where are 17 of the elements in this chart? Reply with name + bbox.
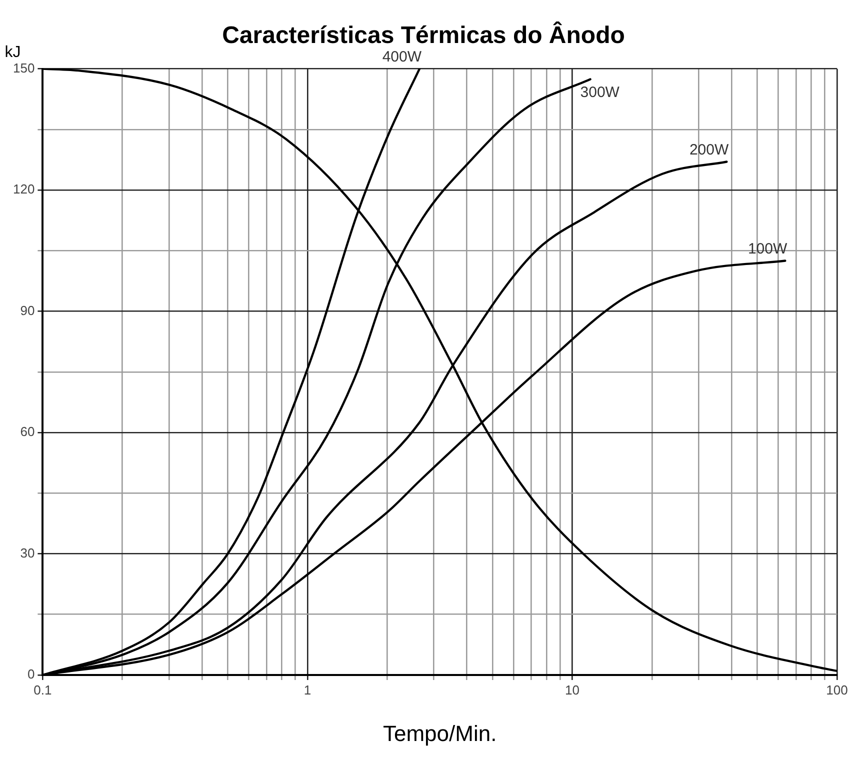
x-tick-label: 100 (826, 682, 848, 698)
x-tick-label: 0.1 (34, 682, 52, 698)
x-axis-title: Tempo/Min. (382, 720, 497, 746)
y-tick-label: 150 (12, 60, 35, 76)
series-label: 300W (580, 84, 620, 101)
y-tick-label: 120 (12, 182, 35, 197)
series-label: 100W (748, 240, 788, 258)
series-label: 400W (382, 48, 422, 66)
x-tick-label: 10 (564, 682, 580, 698)
chart-title: Características Térmicas do Ânodo (222, 21, 625, 50)
x-tick-label: 1 (304, 682, 312, 698)
y-tick-label: 0 (27, 666, 35, 682)
y-tick-label: 60 (20, 424, 35, 440)
y-tick-label: 30 (20, 545, 35, 560)
y-axis-title: kJ (4, 44, 21, 62)
y-tick-label: 90 (20, 302, 35, 318)
series-label: 200W (689, 141, 730, 158)
